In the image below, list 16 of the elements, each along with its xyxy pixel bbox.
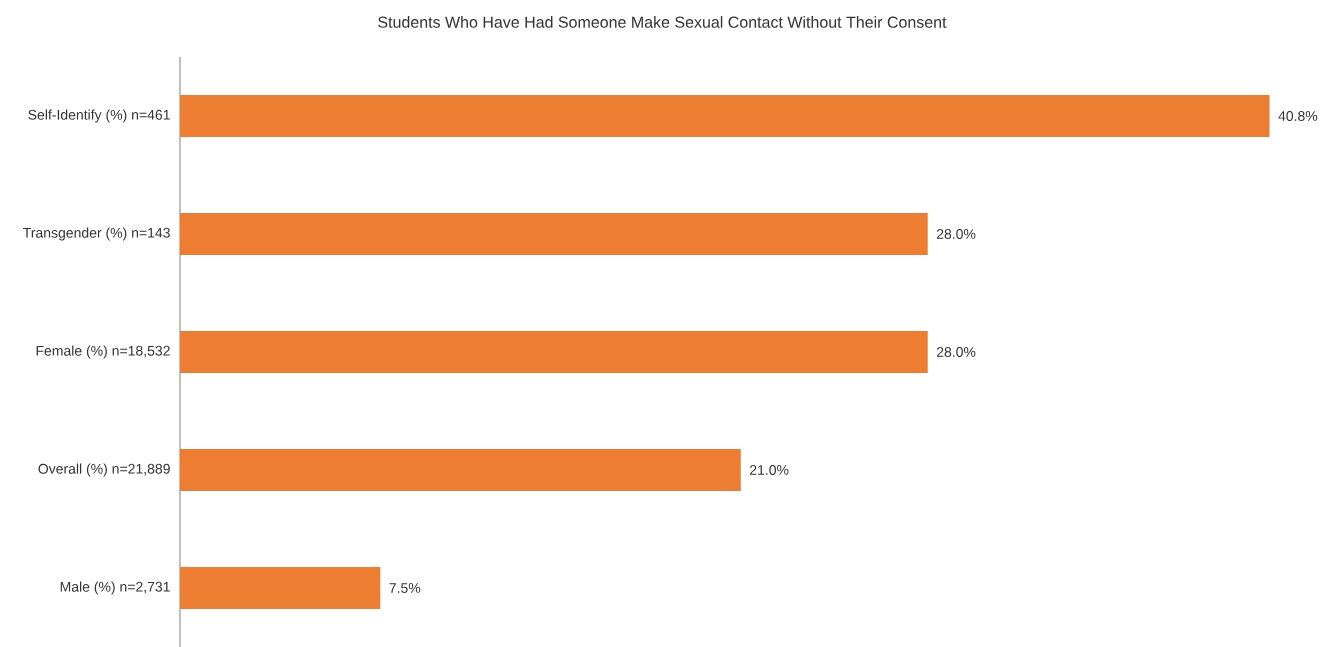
bar (180, 330, 928, 373)
data-label: 28.0% (936, 346, 976, 357)
y-tick-label: Female (%) n=18,532 (36, 345, 170, 359)
data-label: 7.5% (389, 582, 421, 593)
y-tick-label: Transgender (%) n=143 (23, 227, 170, 241)
chart-title: Students Who Have Had Someone Make Sexual Contact Without Their Consent (378, 15, 947, 28)
data-label: 28.0% (936, 228, 976, 239)
bar (180, 448, 741, 491)
y-tick-label: Self-Identify (%) n=461 (28, 109, 170, 123)
bar (180, 212, 928, 255)
y-tick-label: Male (%) n=2,731 (60, 581, 170, 595)
bar (180, 94, 1270, 137)
data-label: 21.0% (750, 464, 789, 475)
y-tick-label: Overall (%) n=21,889 (38, 463, 170, 477)
data-label: 40.8% (1278, 110, 1318, 121)
bar (180, 566, 381, 609)
